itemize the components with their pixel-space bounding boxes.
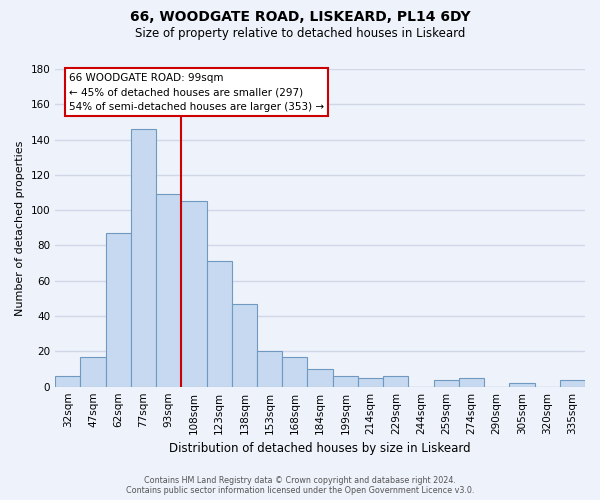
Bar xyxy=(206,262,232,386)
Bar xyxy=(307,369,332,386)
Bar xyxy=(282,356,307,386)
Text: 66, WOODGATE ROAD, LISKEARD, PL14 6DY: 66, WOODGATE ROAD, LISKEARD, PL14 6DY xyxy=(130,10,470,24)
Bar xyxy=(358,378,383,386)
Bar xyxy=(131,129,156,386)
Bar xyxy=(434,380,459,386)
Bar xyxy=(560,380,585,386)
Text: Contains HM Land Registry data © Crown copyright and database right 2024.
Contai: Contains HM Land Registry data © Crown c… xyxy=(126,476,474,495)
Bar xyxy=(55,376,80,386)
Bar xyxy=(332,376,358,386)
X-axis label: Distribution of detached houses by size in Liskeard: Distribution of detached houses by size … xyxy=(169,442,471,455)
Bar xyxy=(383,376,409,386)
Bar xyxy=(106,233,131,386)
Bar xyxy=(156,194,181,386)
Text: Size of property relative to detached houses in Liskeard: Size of property relative to detached ho… xyxy=(135,28,465,40)
Bar xyxy=(232,304,257,386)
Text: 66 WOODGATE ROAD: 99sqm
← 45% of detached houses are smaller (297)
54% of semi-d: 66 WOODGATE ROAD: 99sqm ← 45% of detache… xyxy=(69,72,324,112)
Bar xyxy=(509,383,535,386)
Bar xyxy=(181,202,206,386)
Bar xyxy=(80,356,106,386)
Bar xyxy=(257,352,282,386)
Y-axis label: Number of detached properties: Number of detached properties xyxy=(15,140,25,316)
Bar xyxy=(459,378,484,386)
